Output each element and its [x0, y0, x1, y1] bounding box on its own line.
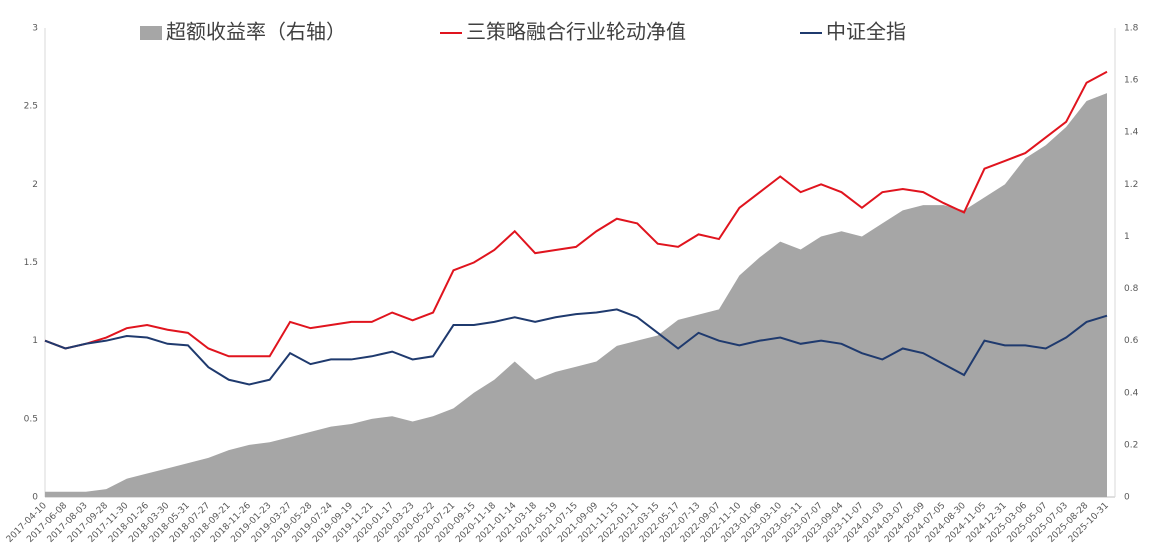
y2-tick-label: 0.6	[1124, 336, 1139, 346]
legend-label: 中证全指	[826, 20, 906, 44]
legend-label: 三策略融合行业轮动净值	[466, 20, 686, 44]
legend-swatch	[140, 26, 162, 40]
legend-label: 超额收益率（右轴）	[166, 20, 346, 44]
y2-tick-label: 0	[1124, 493, 1130, 503]
y-tick-label: 0	[32, 493, 38, 503]
y-tick-label: 2.5	[24, 102, 38, 112]
y2-tick-label: 1	[1124, 232, 1130, 242]
y-tick-label: 2	[32, 180, 38, 190]
y-tick-label: 3	[32, 24, 38, 34]
line	[44, 70, 1108, 358]
y-tick-label: 1.5	[24, 258, 38, 268]
y2-tick-label: 1.4	[1124, 128, 1139, 138]
line	[44, 308, 1108, 386]
y2-tick-label: 1.6	[1124, 76, 1139, 86]
y2-tick-label: 0.4	[1124, 388, 1139, 398]
y2-tick-label: 0.8	[1124, 284, 1139, 294]
y-tick-label: 1	[32, 336, 38, 346]
y2-tick-label: 1.8	[1124, 24, 1139, 34]
y-tick-label: 0.5	[24, 414, 38, 424]
area	[45, 93, 1107, 497]
y2-tick-label: 0.2	[1124, 440, 1138, 450]
y2-tick-label: 1.2	[1124, 180, 1138, 190]
